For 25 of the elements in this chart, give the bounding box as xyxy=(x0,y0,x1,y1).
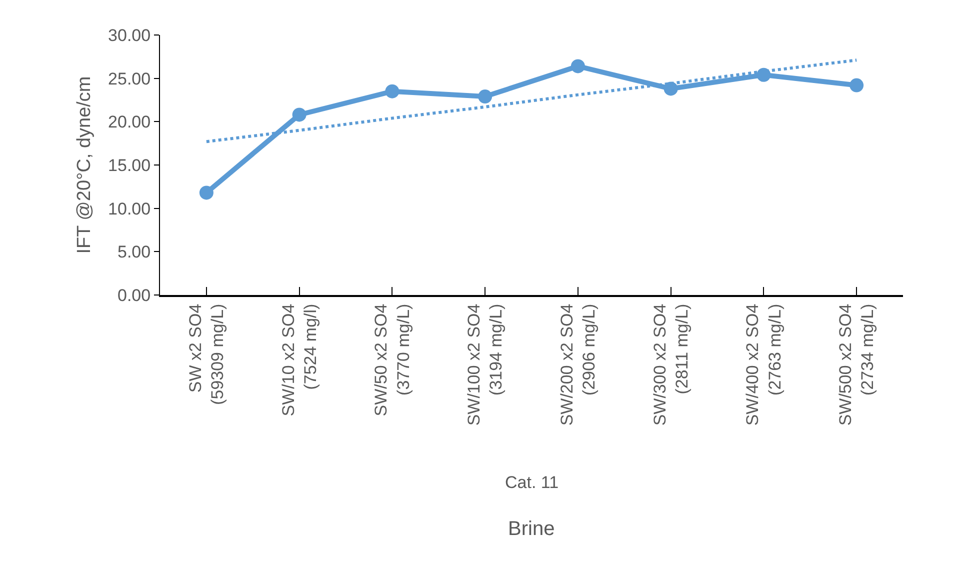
x-tick-label: SW/200 x2 SO4 (2906 mg/L) xyxy=(557,304,599,426)
y-axis-title: IFT @20°C, dyne/cm xyxy=(74,76,95,254)
y-tick-label: 5.00 xyxy=(118,242,151,262)
point xyxy=(199,186,214,200)
x-tick-label: SW/100 x2 SO4 (3194 mg/L) xyxy=(464,304,506,426)
x-tick-label: SW x2 SO4 (59309 mg/L) xyxy=(186,304,228,405)
x-tick-label: SW/50 x2 SO4 (3770 mg/L) xyxy=(372,304,413,416)
y-tick-label: 10.00 xyxy=(108,199,151,218)
y-tick-label: 15.00 xyxy=(108,156,151,175)
point xyxy=(850,78,864,92)
y-tick-label: 20.00 xyxy=(108,112,151,132)
point xyxy=(385,84,400,98)
point xyxy=(478,90,492,104)
y-tick-label: 25.00 xyxy=(108,69,151,88)
x-tick-label: SW/400 x2 SO4 (2763 mg/L) xyxy=(743,304,784,426)
x-tick-label: SW/500 x2 SO4 (2734 mg/L) xyxy=(836,304,878,426)
point xyxy=(664,82,678,96)
point xyxy=(570,59,585,74)
y-tick-label: 30.00 xyxy=(108,26,151,45)
text: Cat. 11 xyxy=(505,473,559,492)
x-tick-label: SW/300 x2 SO4 (2811 mg/L) xyxy=(650,304,692,426)
x-tick-label: SW/10 x2 SO4 (7524 mg/l) xyxy=(278,304,320,416)
x-axis-title: Brine xyxy=(508,518,555,540)
point xyxy=(292,108,306,122)
y-tick-label: 0.00 xyxy=(118,286,151,305)
